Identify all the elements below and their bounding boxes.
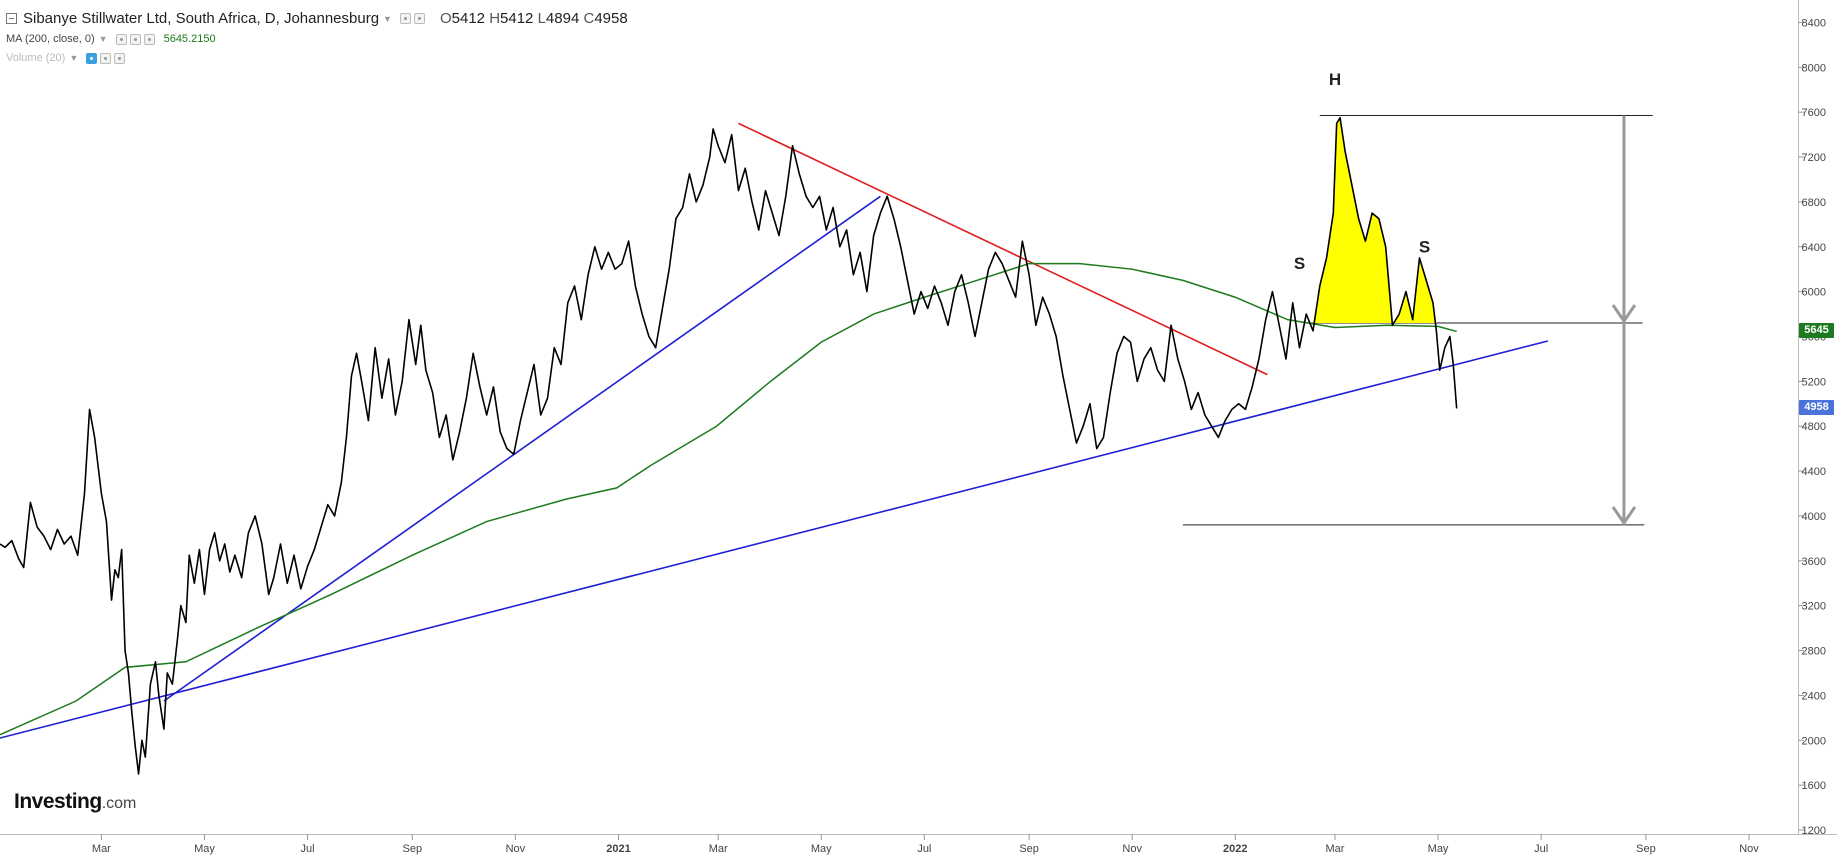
head-and-shoulders-fill [1313, 117, 1437, 324]
x-tick-label: May [811, 843, 832, 855]
measure-arrowhead-bottom [1611, 506, 1637, 526]
measure-arrowhead-mid [1611, 304, 1637, 324]
y-tick-label: 6400 [1802, 242, 1826, 254]
ma-close-icon[interactable] [143, 33, 155, 45]
y-tick-label: 8000 [1802, 62, 1826, 74]
eye-icon[interactable] [399, 13, 411, 24]
ma-line [0, 262, 1457, 736]
pattern-labels: S H S [1294, 70, 1430, 273]
title-dropdown-icon[interactable]: ▼ [383, 13, 392, 24]
trend-lines [0, 122, 1549, 739]
open-key: O [439, 10, 452, 27]
price-line [0, 116, 1458, 775]
y-tick-label: 2000 [1802, 735, 1826, 747]
volume-label: Volume (20) [6, 52, 66, 64]
y-tick-label: 7200 [1802, 152, 1826, 164]
y-tick-label: 5200 [1802, 376, 1826, 388]
price-line-group [0, 116, 1458, 775]
x-tick-label: Nov [1739, 843, 1759, 855]
volume-eye-icon[interactable] [86, 52, 98, 64]
y-tick-label: 4800 [1802, 421, 1826, 433]
collapse-icon[interactable] [6, 13, 17, 24]
y-tick-label: 1600 [1802, 780, 1826, 792]
logo-suffix: .com [101, 795, 137, 812]
legend-volume-row: Volume (20) ▼ [6, 52, 128, 64]
ma-value: 5645.2150 [163, 33, 216, 45]
high-key: H [489, 10, 501, 27]
x-tick-label: 2021 [606, 843, 630, 855]
x-tick-label: Nov [1122, 843, 1142, 855]
hs-pattern-area [1313, 117, 1437, 324]
high-value: 5412 [500, 10, 534, 27]
x-tick-label: Sep [1019, 843, 1039, 855]
x-tick-label: Sep [403, 843, 423, 855]
open-value: 5412 [451, 10, 486, 27]
measure-arrow [1611, 115, 1637, 526]
settings-icon[interactable] [413, 13, 425, 24]
close-price-tag: 4958 [1799, 400, 1834, 416]
x-tick-label: Mar [709, 843, 728, 855]
pattern-label: S [1294, 254, 1305, 273]
legend-title-row: Sibanye Stillwater Ltd, South Africa, D,… [6, 10, 628, 27]
x-tick-label: Mar [1326, 843, 1345, 855]
legend-ma-row: MA (200, close, 0) ▼ 5645.2150 [6, 33, 216, 45]
x-tick-label: Sep [1636, 843, 1656, 855]
x-tick-label: May [194, 843, 215, 855]
close-key: C [583, 10, 595, 27]
y-tick-label: 6800 [1802, 197, 1826, 209]
blue-trendline [163, 195, 881, 702]
x-tick-label: May [1428, 843, 1449, 855]
ma-settings-icon[interactable] [129, 33, 141, 45]
volume-dropdown-icon[interactable]: ▼ [69, 53, 79, 63]
ohlc-values: O5412 H5412 L4894 C4958 [440, 10, 628, 27]
x-tick-label: Mar [92, 843, 111, 855]
ma-price-tag: 5645 [1799, 323, 1834, 339]
y-tick-label: 4000 [1802, 511, 1826, 523]
ma-eye-icon[interactable] [115, 33, 127, 45]
low-key: L [537, 10, 546, 27]
ma-line-group [0, 262, 1457, 736]
volume-close-icon[interactable] [114, 52, 126, 64]
y-tick-label: 7600 [1802, 107, 1826, 119]
ma-dropdown-icon[interactable]: ▼ [98, 34, 108, 44]
y-axis: 1200 1600 2000 2400 2800 3200 3600 4000 4400 4800… [1798, 17, 1826, 837]
investing-logo: Investing.com [14, 790, 136, 814]
y-tick-label: 6000 [1802, 287, 1826, 299]
x-tick-label: Jul [917, 843, 931, 855]
red-trendline [738, 122, 1268, 376]
ma-label: MA (200, close, 0) [6, 33, 95, 45]
y-tick-label: 3600 [1802, 556, 1826, 568]
x-tick-label: Nov [506, 843, 526, 855]
x-tick-label: Jul [301, 843, 315, 855]
y-tick-label: 4400 [1802, 466, 1826, 478]
pattern-label: H [1329, 70, 1341, 89]
logo-name: Investing [14, 790, 102, 813]
chart-title: Sibanye Stillwater Ltd, South Africa, D,… [23, 10, 380, 27]
close-value: 4958 [594, 10, 628, 27]
x-tick-label: 2022 [1223, 843, 1247, 855]
low-value: 4894 [545, 10, 580, 27]
y-tick-label: 8400 [1802, 17, 1826, 29]
y-tick-label: 2800 [1802, 646, 1826, 658]
volume-settings-icon[interactable] [100, 52, 112, 64]
y-tick-label: 2400 [1802, 690, 1826, 702]
x-tick-label: Jul [1534, 843, 1548, 855]
blue-trendline [0, 340, 1549, 739]
x-axis: Mar May Jul Sep Nov 2021 Mar May Jul Sep Nov 2022 Ma… [92, 834, 1759, 855]
y-tick-label: 3200 [1802, 601, 1826, 613]
y-tick-label: 1200 [1802, 825, 1826, 837]
pattern-label: S [1419, 237, 1430, 256]
